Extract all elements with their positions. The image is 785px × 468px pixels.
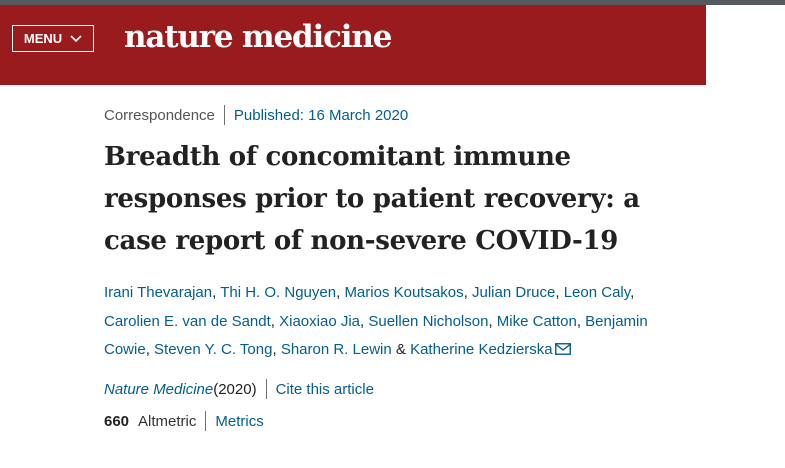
author-list: Irani Thevarajan, Thi H. O. Nguyen, Mari… <box>104 279 694 365</box>
altmetric-score: 660 <box>104 412 130 430</box>
author-separator: , <box>212 284 221 301</box>
author-separator: , <box>463 284 472 301</box>
author-separator: , <box>488 312 497 330</box>
article-meta: Correspondence Published: 16 March 2020 <box>104 105 408 125</box>
envelope-icon[interactable] <box>554 343 571 355</box>
author-link[interactable]: Xiaoxiao Jia <box>279 312 361 330</box>
author-link[interactable]: Sharon R. Lewin <box>280 341 392 358</box>
menu-button-label: MENU <box>23 31 63 46</box>
chevron-down-icon <box>70 34 82 42</box>
article-title: Breadth of concomitant immune responses … <box>104 142 640 256</box>
author-link[interactable]: Irani Thevarajan <box>104 284 213 301</box>
site-header: MENU nature medicine <box>0 5 706 85</box>
cite-article-link[interactable]: Cite this article <box>275 380 374 398</box>
author-link[interactable]: Katherine Kedzierska <box>410 341 553 358</box>
author-separator: , <box>555 284 564 301</box>
author-separator: , <box>576 312 586 330</box>
altmetric-bar: 660 Altmetric Metrics <box>104 411 264 431</box>
author-link[interactable]: Benjamin Cowie <box>104 312 648 359</box>
author-separator: , <box>360 312 369 330</box>
divider <box>223 105 225 125</box>
journal-link[interactable]: Nature Medicine <box>104 380 214 398</box>
author-link[interactable]: Leon Caly <box>563 284 631 301</box>
divider <box>205 411 207 431</box>
author-link[interactable]: Thi H. O. Nguyen <box>220 284 337 301</box>
published-date-link[interactable]: Published: 16 March 2020 <box>233 106 409 124</box>
menu-button[interactable]: MENU <box>12 25 94 52</box>
journal-citation: Nature Medicine (2020) Cite this article <box>104 379 374 399</box>
author-separator: , <box>336 284 345 301</box>
author-separator: , <box>630 284 635 301</box>
author-link[interactable]: Mike Catton <box>496 312 577 330</box>
metrics-link[interactable]: Metrics <box>215 412 264 430</box>
altmetric-label: Altmetric <box>138 412 197 430</box>
author-link[interactable]: Carolien E. van de Sandt <box>104 312 271 330</box>
author-separator: , <box>270 312 280 330</box>
author-link[interactable]: Julian Druce <box>472 284 556 301</box>
article-type: Correspondence <box>104 106 215 124</box>
author-separator: , <box>145 341 155 358</box>
author-link[interactable]: Marios Koutsakos <box>344 284 464 301</box>
author-link[interactable]: Suellen Nicholson <box>368 312 489 330</box>
divider <box>265 379 267 399</box>
site-logo[interactable]: nature medicine <box>124 19 392 55</box>
author-link[interactable]: Steven Y. C. Tong <box>154 341 273 358</box>
author-separator: & <box>391 341 411 358</box>
browser-top-strip <box>0 0 785 5</box>
author-separator: , <box>272 341 281 358</box>
publication-year: (2020) <box>213 380 257 398</box>
